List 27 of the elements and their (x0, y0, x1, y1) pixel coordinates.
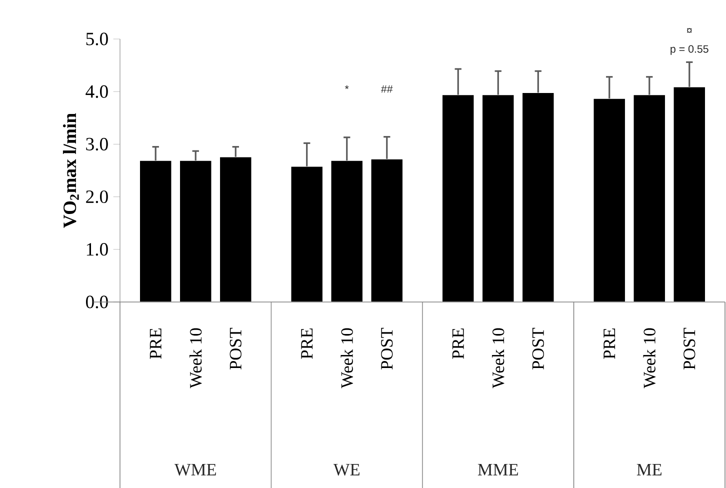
x-tick-label: PRE (301, 328, 313, 359)
text: WME (174, 464, 216, 476)
x-tick-label: POST (381, 328, 393, 370)
x-tick-label: PRE (150, 328, 162, 359)
annotation: p = 0.55 (670, 45, 708, 55)
text: ¤ (687, 28, 692, 33)
y-tick-label: 1.0 (86, 243, 108, 256)
annotation: * (344, 85, 349, 90)
y-tick-label: 3.0 (86, 138, 108, 151)
x-tick-label: PRE (604, 328, 616, 359)
y-tick-label: 5.0 (86, 32, 108, 46)
annotation: ## (381, 85, 393, 93)
x-tick-label: Week 10 (340, 328, 354, 388)
x-tick-label: Week 10 (643, 328, 656, 388)
y-axis-title: VO$_{2}$max l/min (62, 113, 79, 228)
text: ME (636, 464, 662, 476)
x-tick-label: POST (532, 328, 544, 370)
text: WE (333, 464, 360, 476)
y-tick-label: 2.0 (86, 190, 108, 204)
x-tick-label: Week 10 (492, 328, 504, 388)
x-tick-label: POST (230, 328, 242, 370)
x-tick-label: PRE (452, 328, 464, 359)
y-tick-label: 0.0 (86, 296, 108, 308)
text: MME (478, 464, 518, 476)
x-tick-label: Week 10 (189, 328, 202, 388)
x-tick-label: POST (684, 328, 696, 370)
y-tick-label: 4.0 (86, 85, 108, 98)
